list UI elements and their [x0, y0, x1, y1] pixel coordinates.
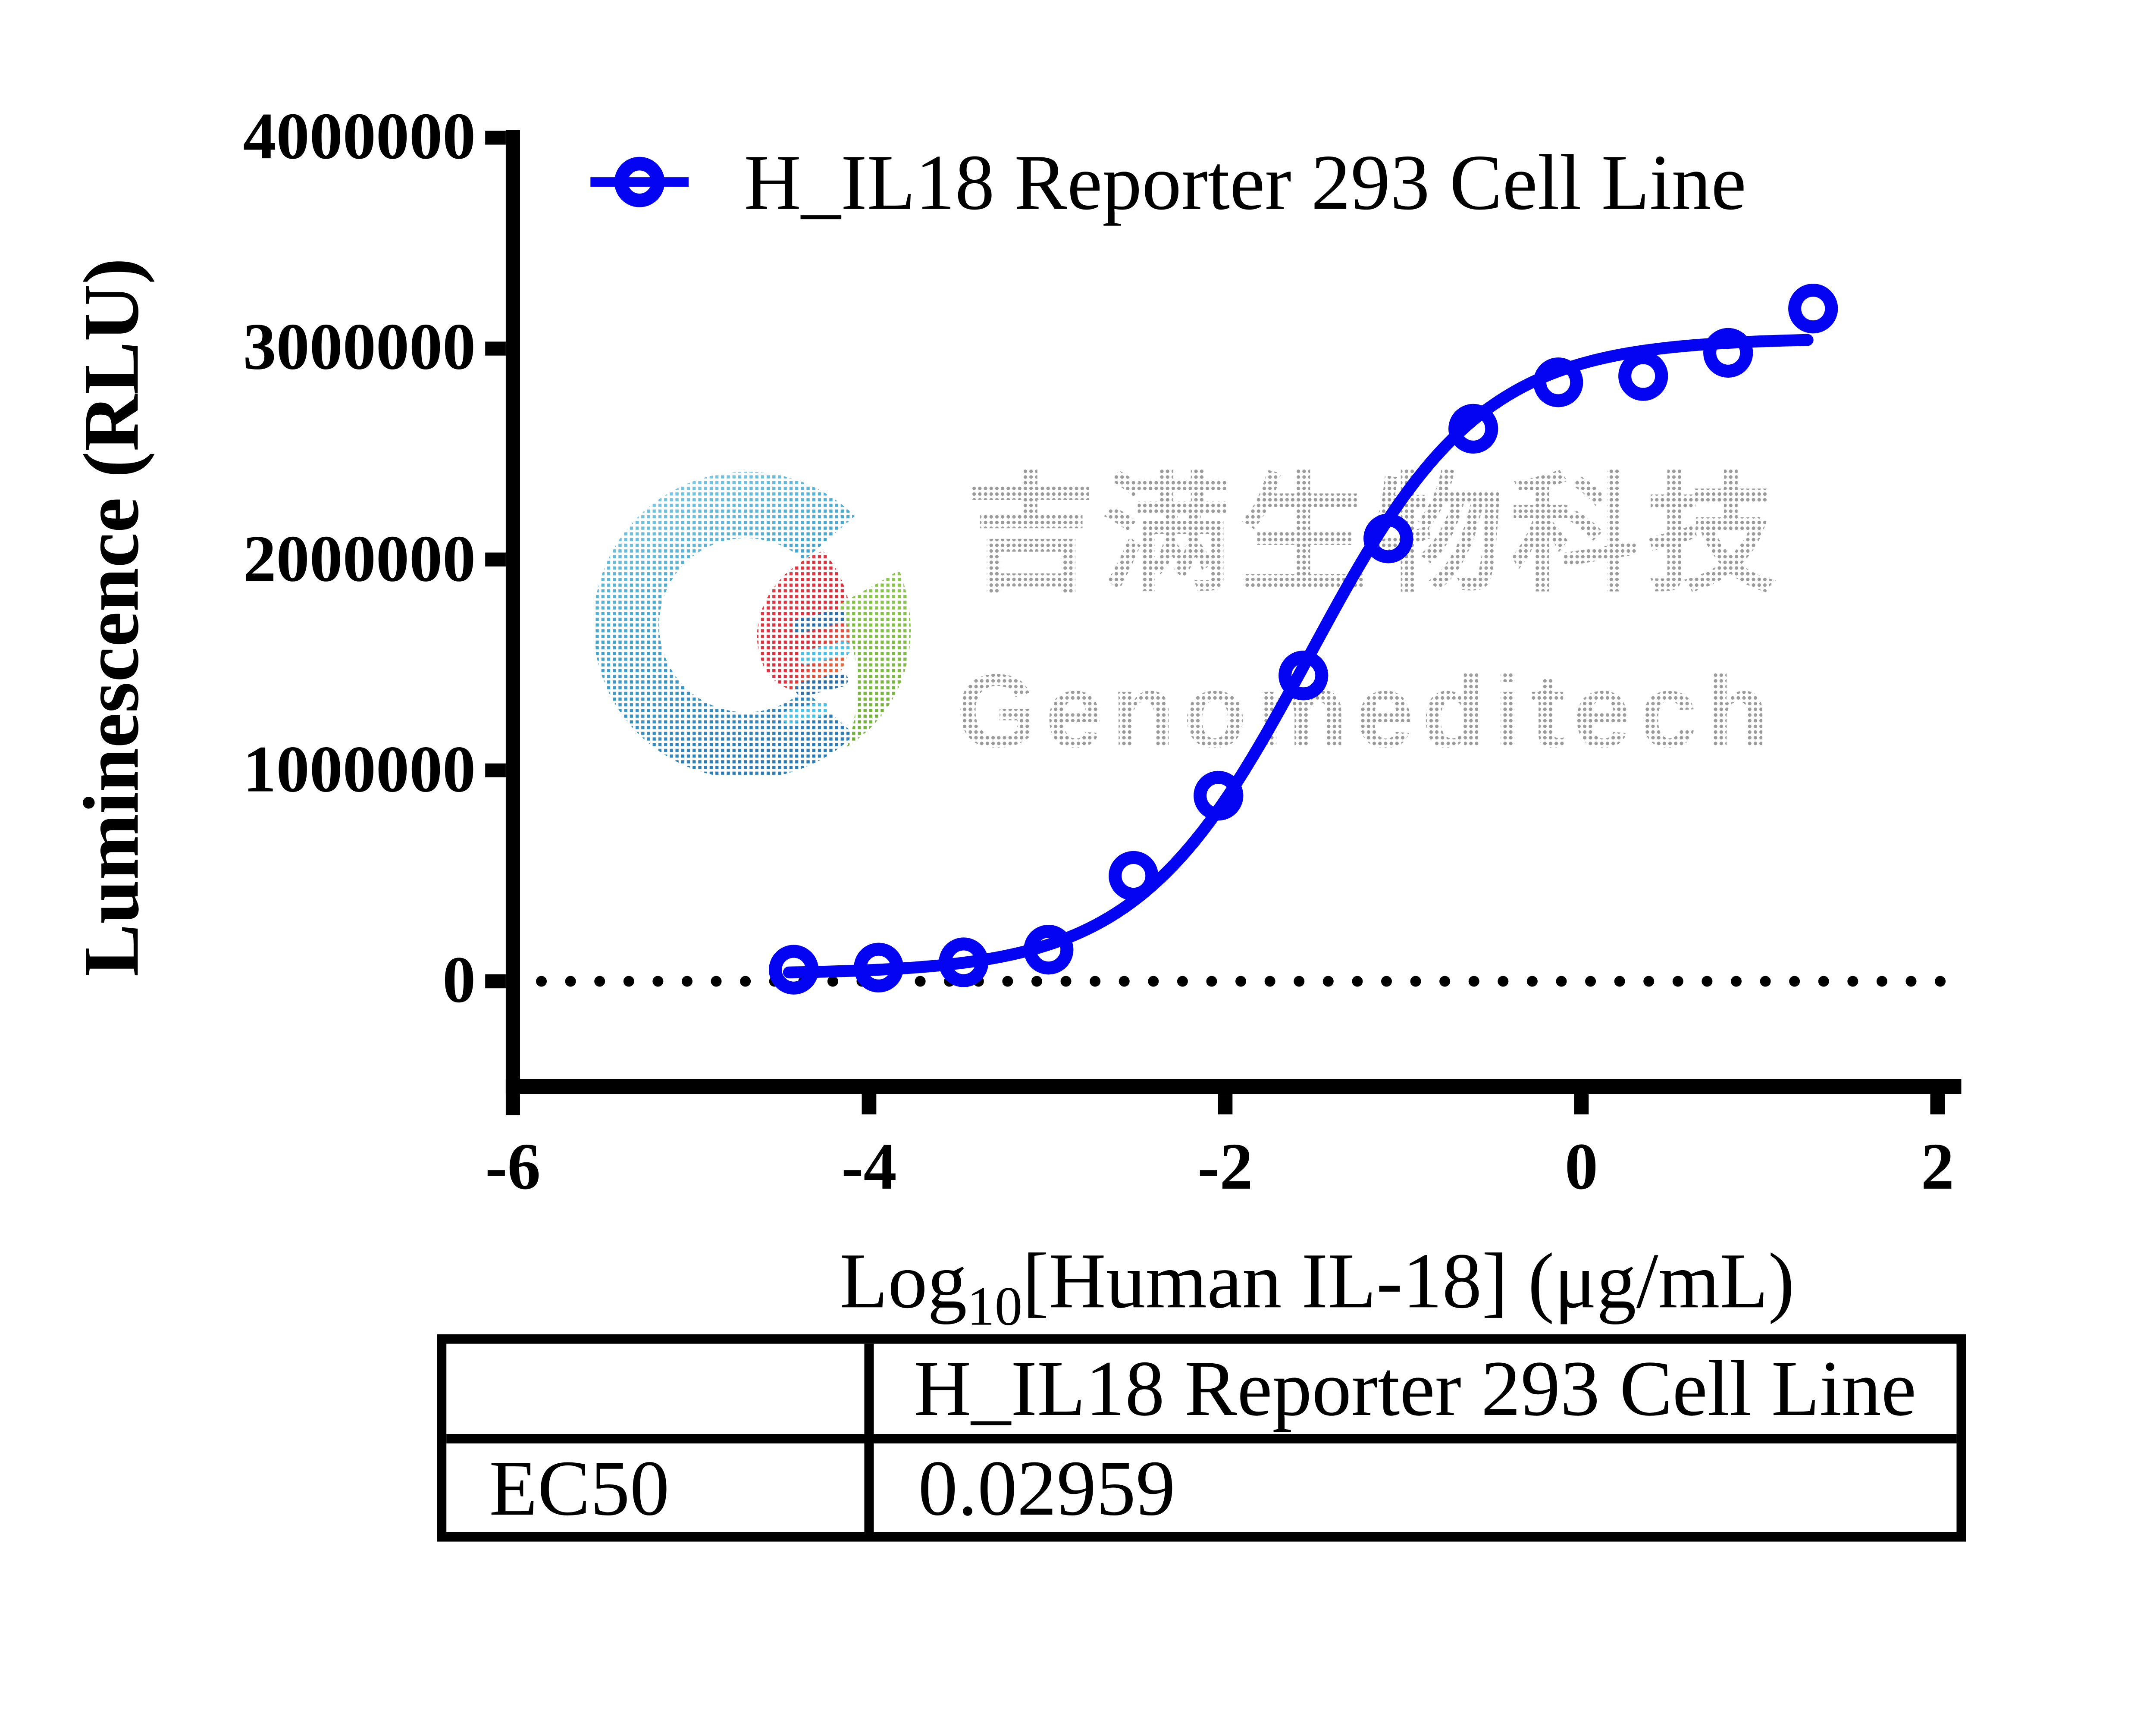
- x-tick: [1218, 1094, 1233, 1114]
- genomeditech-logo-icon: [593, 472, 911, 776]
- data-point-marker: [1194, 770, 1244, 821]
- x-title-post: [Human IL-18] (μg/mL): [1022, 1236, 1795, 1325]
- y-axis-line: [505, 130, 520, 1115]
- y-tick: [485, 763, 506, 778]
- ec50-row-label: EC50: [446, 1443, 874, 1532]
- y-tick-label: 4000000: [243, 101, 476, 174]
- x-tick: [1930, 1094, 1945, 1114]
- x-tick-label: 0: [1564, 1131, 1598, 1205]
- x-axis-line: [505, 1079, 1962, 1094]
- x-tick-label: -6: [485, 1131, 541, 1205]
- dose-response-plot: [485, 130, 1965, 1115]
- y-tick-label: 3000000: [243, 312, 476, 385]
- ec50-table: H_IL18 Reporter 293 Cell Line EC50 0.029…: [437, 1334, 1966, 1542]
- data-point-marker: [1788, 283, 1838, 334]
- y-tick-label: 0: [442, 945, 476, 1018]
- data-point-marker: [854, 942, 904, 992]
- x-title-pre: Log: [839, 1236, 967, 1325]
- data-point-marker: [1024, 925, 1074, 975]
- legend-marker-icon: [590, 157, 689, 207]
- ec50-value: 0.02959: [918, 1443, 1175, 1532]
- data-point-marker: [1618, 351, 1668, 401]
- data-point-marker: [1109, 851, 1159, 901]
- y-axis-title: Luminescence (RLU): [66, 258, 155, 977]
- x-title-subscript: 10: [967, 1275, 1023, 1338]
- y-tick-label: 2000000: [243, 523, 476, 596]
- data-point-marker: [1448, 404, 1498, 454]
- data-point-marker: [1703, 328, 1753, 378]
- x-axis-title: Log10[Human IL-18] (μg/mL): [834, 1233, 1800, 1334]
- y-tick: [485, 552, 506, 567]
- chart-figure: 吉满生物科技 Genomeditech 0 1000000 2000000 30000…: [66, 101, 1966, 1542]
- legend-label: H_IL18 Reporter 293 Cell Line: [744, 138, 1746, 226]
- table-header-row: H_IL18 Reporter 293 Cell Line: [446, 1343, 1956, 1434]
- x-tick: [862, 1094, 877, 1114]
- y-tick: [485, 131, 506, 145]
- table-corner-cell: [446, 1343, 874, 1434]
- data-point-marker: [1363, 513, 1413, 563]
- data-point-marker: [1533, 357, 1583, 407]
- x-tick-label: 2: [1921, 1131, 1954, 1205]
- y-tick: [485, 341, 506, 356]
- table-column-header: H_IL18 Reporter 293 Cell Line: [914, 1343, 1917, 1433]
- axis-labels-layer: 0 1000000 2000000 3000000 4000000 -6 -4 -2 0 2: [243, 101, 1954, 1205]
- data-point-marker: [769, 945, 819, 995]
- y-tick-label: 1000000: [243, 734, 476, 807]
- data-point-marker: [939, 937, 989, 987]
- data-point-marker: [1279, 651, 1329, 701]
- fit-curve: [783, 334, 1814, 979]
- x-tick: [1574, 1094, 1589, 1114]
- table-row: EC50 0.02959: [446, 1434, 1957, 1532]
- x-tick-label: -2: [1197, 1131, 1253, 1205]
- watermark-company-text: Genomeditech: [956, 652, 1777, 770]
- y-tick: [485, 974, 506, 989]
- x-tick-label: -4: [841, 1131, 897, 1205]
